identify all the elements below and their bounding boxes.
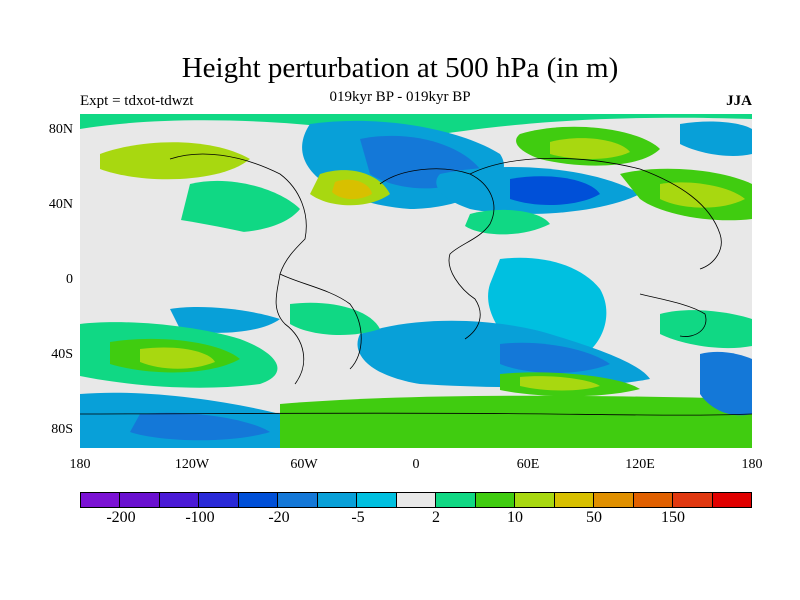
neutral-zones: [80, 212, 752, 302]
y-tick-label: 40S: [51, 347, 73, 362]
contour-map: [80, 114, 752, 448]
colorbar-label: -100: [185, 509, 215, 526]
colorbar-swatch: [120, 493, 160, 507]
colorbar-label: -200: [106, 509, 136, 526]
x-tick-label: 60E: [516, 457, 540, 472]
y-tick-label: 80N: [48, 122, 73, 137]
x-tick-label: 180: [741, 457, 763, 472]
x-tick-label: 60W: [290, 457, 318, 472]
colorbar-swatch: [278, 493, 318, 507]
experiment-label: Expt = tdxot-tdwzt: [80, 93, 194, 109]
colorbar-swatch: [673, 493, 713, 507]
colorbar-swatch: [712, 493, 751, 507]
colorbar-swatch: [515, 493, 555, 507]
coastlines: [80, 153, 752, 416]
colorbar-swatch: [357, 493, 397, 507]
colorbar-swatch: [159, 493, 200, 507]
colorbar: [80, 492, 752, 508]
colorbar-swatch: [633, 493, 674, 507]
colorbar-swatch: [238, 493, 279, 507]
northern-anomaly-bands: [80, 114, 752, 235]
colorbar-swatch: [554, 493, 595, 507]
colorbar-swatch: [396, 493, 437, 507]
colorbar-label: -5: [351, 509, 365, 526]
map-title: Height perturbation at 500 hPa (in m): [181, 52, 619, 84]
colorbar-label: 2: [432, 509, 440, 526]
southern-green-belts: [80, 302, 752, 448]
y-tick-label: 40N: [48, 197, 73, 212]
map-panel: [80, 114, 752, 448]
colorbar-swatch: [199, 493, 239, 507]
colorbar-swatch: [475, 493, 516, 507]
colorbar-swatch: [81, 493, 121, 507]
x-tick-label: 0: [412, 457, 420, 472]
x-tick-label: 120E: [625, 457, 655, 472]
y-tick-label: 0: [66, 272, 73, 287]
y-tick-label: 80S: [51, 422, 73, 437]
colorbar-label: -20: [268, 509, 290, 526]
map-subtitle: 019kyr BP - 019kyr BP: [329, 89, 471, 105]
colorbar-swatch: [594, 493, 634, 507]
colorbar-swatch: [436, 493, 476, 507]
x-tick-label: 120W: [174, 457, 210, 472]
colorbar-label: 150: [661, 509, 685, 526]
x-tick-label: 180: [69, 457, 91, 472]
colorbar-label: 50: [586, 509, 602, 526]
colorbar-label: 10: [507, 509, 523, 526]
southern-anomaly-bands: [170, 257, 650, 388]
season-label: JJA: [726, 93, 752, 109]
colorbar-swatch: [317, 493, 358, 507]
